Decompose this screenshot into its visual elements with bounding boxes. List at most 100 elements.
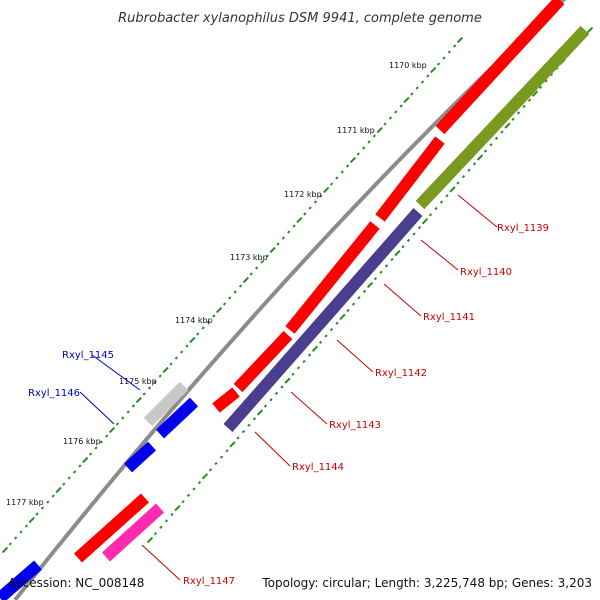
gc-dot (276, 242, 280, 246)
gc-dot (260, 260, 264, 264)
gene-label-rxyl-1143[interactable]: Rxyl_1143 (329, 420, 381, 431)
gc-dot (379, 270, 383, 274)
gene-rxyl-1139[interactable] (435, 0, 565, 135)
gene-label-rxyl-1139[interactable]: Rxyl_1139 (497, 223, 549, 234)
gene-rxyl-1145[interactable] (155, 397, 199, 439)
gc-dot (522, 104, 526, 109)
gc-dot (174, 505, 181, 512)
gc-dot (99, 440, 103, 444)
gc-dot (197, 481, 202, 485)
gc-dot (345, 164, 350, 168)
gc-dot (222, 302, 227, 306)
gc-dot (62, 482, 66, 486)
gene-pink[interactable] (101, 503, 165, 562)
gc-dot (284, 377, 291, 384)
gc-content-track (1, 26, 594, 554)
gene-rxyl-1147-red[interactable] (73, 493, 150, 563)
label-connectors (79, 194, 498, 581)
kbp-tick-1170: 1170 kbp (389, 61, 427, 70)
gene-label-rxyl-1140[interactable]: Rxyl_1140 (460, 267, 512, 278)
gc-dot (256, 409, 264, 416)
gc-dot (319, 194, 323, 198)
gc-dot (410, 92, 414, 96)
gc-dot (35, 512, 39, 516)
gc-dot (201, 326, 205, 330)
gc-dot (292, 224, 296, 228)
gc-dot (467, 168, 471, 172)
gc-dot (233, 290, 237, 294)
gc-dot (1, 546, 9, 554)
gc-dot (376, 126, 383, 134)
gc-dot (527, 98, 532, 102)
gc-dot (89, 452, 93, 456)
gene-label-rxyl-1144[interactable]: Rxyl_1144 (292, 462, 344, 473)
gc-dot (412, 232, 416, 236)
gc-dot (238, 284, 243, 288)
gc-dot (428, 213, 433, 217)
gene-label-rxyl-1142[interactable]: Rxyl_1142 (375, 368, 427, 379)
gene-edge-blue[interactable] (0, 560, 42, 600)
gene-label-rxyl-1147[interactable]: Rxyl_1147 (183, 576, 235, 587)
gc-dot (504, 122, 511, 129)
gene-rxyl-1145-grey[interactable] (143, 381, 189, 427)
gene-rxyl-1143[interactable] (212, 387, 240, 413)
gc-dot (362, 289, 367, 293)
gc-dot (174, 356, 178, 360)
gc-dot (72, 470, 77, 474)
gc-dot (121, 416, 125, 420)
gc-dot (356, 152, 360, 156)
kbp-tick-1175: 1175 kbp (119, 377, 157, 386)
forward-strand-genes (73, 0, 565, 563)
gc-dot (296, 366, 301, 370)
gc-dot (67, 476, 71, 480)
genome-title: Rubrobacter xylanophilus DSM 9941, compl… (118, 11, 482, 26)
gc-dot (406, 238, 411, 242)
gc-dot (8, 542, 12, 546)
gene-rxyl-1146[interactable] (123, 441, 157, 473)
gc-dot (421, 218, 429, 225)
gc-dot (265, 254, 269, 258)
gc-dot (456, 181, 460, 185)
gc-dot (346, 308, 350, 313)
gc-dot (449, 186, 456, 193)
gc-dot (366, 281, 374, 289)
gc-dot (82, 456, 89, 464)
gc-dot (24, 524, 29, 528)
gene-label-rxyl-1145[interactable]: Rxyl_1145 (62, 350, 114, 361)
gc-dot (115, 422, 120, 426)
gc-dot (291, 372, 295, 376)
gene-label-rxyl-1146[interactable]: Rxyl_1146 (28, 388, 80, 399)
gene-purple[interactable] (223, 208, 423, 432)
gene-olive[interactable] (415, 25, 590, 210)
gc-dot (372, 134, 376, 138)
gc-dot (189, 336, 196, 344)
gene-rxyl-1142[interactable] (233, 330, 293, 393)
gc-dot (28, 516, 35, 524)
gc-dot (329, 328, 334, 332)
gc-dot (403, 96, 410, 104)
gene-rxyl-1141[interactable] (285, 221, 380, 334)
gc-dot (274, 391, 279, 395)
gc-dot (146, 536, 154, 544)
kbp-tick-1177: 1177 kbp (6, 498, 44, 507)
gc-dot (339, 313, 346, 320)
gc-dot (94, 446, 98, 450)
gc-dot (247, 423, 251, 427)
gc-dot (447, 50, 451, 54)
gc-dot (308, 206, 312, 210)
gc-dot (303, 212, 307, 216)
gc-dot (208, 468, 213, 472)
gc-dot (544, 79, 548, 83)
gc-dot (142, 392, 146, 396)
gc-dot (442, 56, 446, 60)
gc-dot (159, 525, 163, 529)
gc-dot (242, 276, 249, 284)
gc-dot (236, 436, 240, 440)
gc-dot (46, 500, 50, 504)
gc-dot (538, 85, 543, 89)
gc-dot (192, 487, 196, 491)
kbp-tick-1174: 1174 kbp (175, 316, 213, 325)
gc-dot (313, 200, 318, 204)
gene-rxyl-1140[interactable] (375, 136, 445, 222)
gene-label-rxyl-1141[interactable]: Rxyl_1141 (423, 312, 475, 323)
